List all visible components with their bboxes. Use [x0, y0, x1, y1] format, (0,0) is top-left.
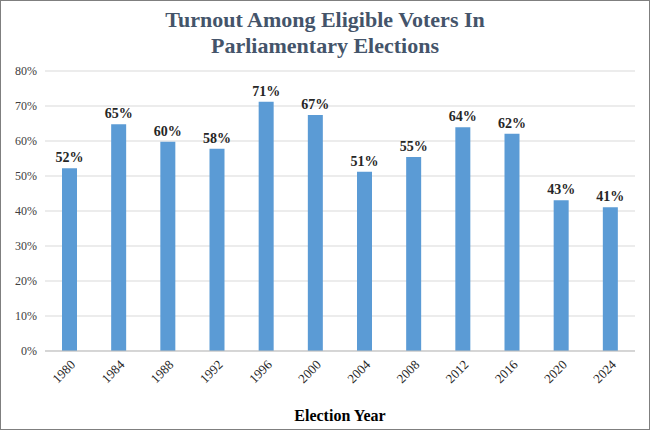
svg-text:67%: 67%: [301, 97, 329, 112]
svg-text:10%: 10%: [15, 309, 37, 323]
svg-text:58%: 58%: [203, 131, 231, 146]
svg-text:71%: 71%: [252, 84, 280, 99]
svg-text:40%: 40%: [15, 204, 37, 218]
svg-text:2012: 2012: [443, 357, 472, 386]
svg-text:65%: 65%: [105, 106, 133, 121]
svg-text:30%: 30%: [15, 239, 37, 253]
svg-text:70%: 70%: [15, 99, 37, 113]
svg-text:1988: 1988: [148, 357, 177, 386]
svg-text:64%: 64%: [449, 109, 477, 124]
svg-text:2024: 2024: [590, 357, 619, 386]
svg-text:62%: 62%: [498, 116, 526, 131]
html-text:Turnout Among Eligible Voters: Turnout Among Eligible Voters In Parliam…: [165, 7, 485, 58]
svg-text:20%: 20%: [15, 274, 37, 288]
svg-text:2016: 2016: [492, 357, 521, 386]
svg-text:2008: 2008: [393, 357, 422, 386]
svg-text:Election Year: Election Year: [294, 407, 385, 424]
svg-text:80%: 80%: [15, 64, 37, 78]
svg-text:60%: 60%: [154, 124, 182, 139]
svg-text:43%: 43%: [547, 182, 575, 197]
svg-text:55%: 55%: [400, 139, 428, 154]
svg-text:51%: 51%: [351, 154, 379, 169]
svg-text:1980: 1980: [49, 357, 78, 386]
svg-text:0%: 0%: [21, 344, 37, 358]
svg-text:2004: 2004: [344, 357, 373, 386]
svg-text:50%: 50%: [15, 169, 37, 183]
svg-text:1992: 1992: [197, 357, 226, 386]
svg-text:1996: 1996: [246, 357, 275, 386]
svg-text:2020: 2020: [541, 357, 570, 386]
svg-text:1984: 1984: [98, 357, 127, 386]
svg-text:60%: 60%: [15, 134, 37, 148]
svg-text:52%: 52%: [56, 150, 84, 165]
svg-text:2000: 2000: [295, 357, 324, 386]
svg-text:41%: 41%: [596, 189, 624, 204]
